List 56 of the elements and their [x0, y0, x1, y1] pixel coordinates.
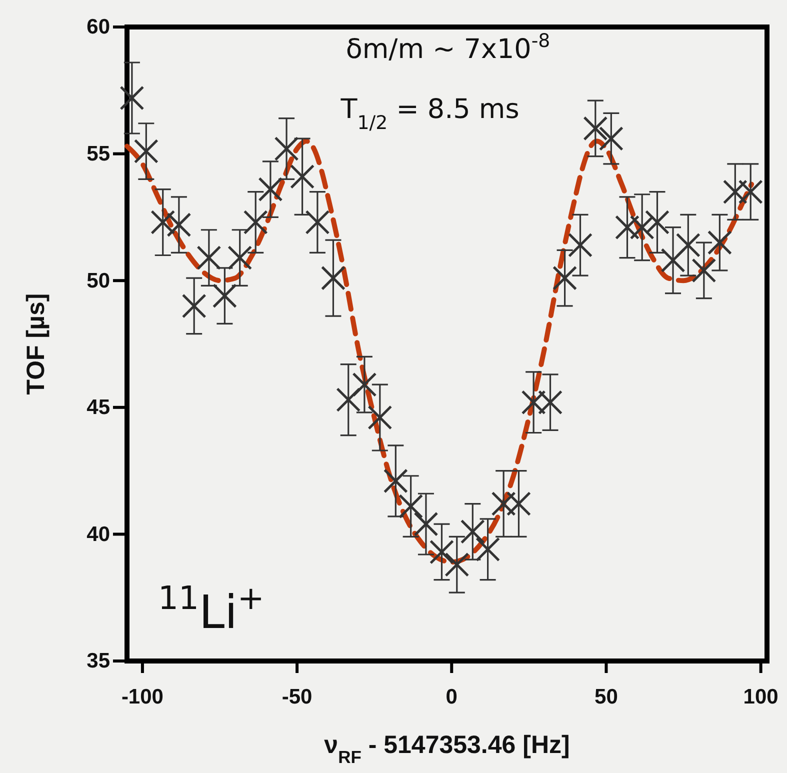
point: [676, 232, 700, 258]
point: [228, 246, 252, 270]
annotation: δm/m ~ 7x10$^{-8}$: [346, 30, 550, 65]
point: [583, 116, 608, 141]
y-tick-label: 45: [86, 396, 110, 420]
y-tick-label: 50: [86, 269, 110, 292]
annotation: $^{11}$Li$^{+}$: [158, 579, 264, 639]
point: [383, 468, 408, 494]
point: [274, 136, 299, 161]
point: [598, 126, 624, 151]
point: [707, 230, 732, 255]
point: [615, 215, 640, 240]
y-tick-label: 40: [86, 522, 110, 546]
point: [166, 212, 192, 238]
point: [506, 492, 531, 516]
y-tick-label: 35: [86, 650, 110, 673]
point: [429, 540, 454, 564]
point: [660, 248, 686, 273]
point: [134, 139, 158, 164]
y-tick-label: 60: [86, 16, 110, 39]
point: [398, 494, 424, 519]
point: [243, 210, 268, 235]
x-tick-label: 100: [743, 685, 778, 708]
point: [120, 86, 144, 110]
x-tick-label: 50: [594, 685, 618, 708]
x-tick-label: -50: [282, 685, 312, 708]
point: [722, 180, 748, 204]
x-tick-label: 0: [446, 685, 458, 708]
point: [368, 405, 392, 430]
point: [336, 388, 361, 412]
point: [538, 390, 563, 415]
y-tick-label: 55: [86, 142, 110, 166]
point: [521, 390, 546, 415]
x-tick-label: -100: [121, 685, 164, 708]
point: [258, 177, 283, 202]
point: [630, 215, 654, 240]
point: [320, 266, 346, 290]
point: [491, 492, 516, 516]
point: [644, 210, 670, 235]
point: [552, 266, 578, 290]
point: [150, 210, 176, 235]
point: [290, 164, 315, 189]
point: [738, 180, 763, 204]
point: [444, 552, 470, 577]
x-axis-title: ν$_{RF}$ - 5147353.46 [Hz]: [324, 731, 570, 767]
point: [692, 258, 716, 283]
point: [414, 512, 438, 536]
y-axis-title: TOF [µs]: [22, 293, 50, 395]
point: [352, 372, 377, 397]
point: [196, 246, 222, 270]
point: [182, 294, 206, 318]
annotation: T$_{1/2}$ = 8.5 ms: [340, 94, 520, 134]
point: [460, 519, 485, 544]
point: [476, 537, 500, 562]
point: [568, 232, 593, 258]
point: [305, 210, 330, 235]
